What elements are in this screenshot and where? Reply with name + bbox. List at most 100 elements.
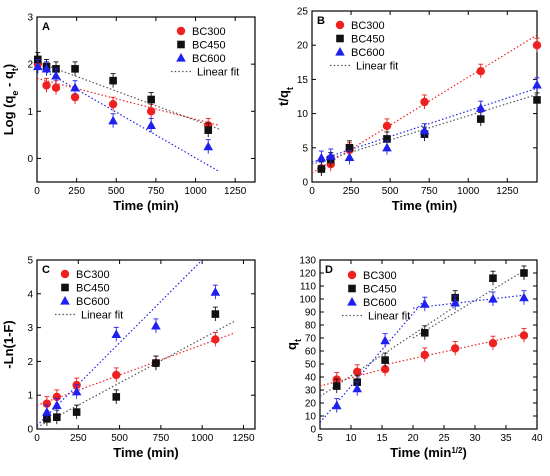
linear-fit-line <box>37 65 220 173</box>
y-tick-label: 110 <box>300 282 316 293</box>
data-point <box>211 335 220 344</box>
data-point <box>519 331 529 340</box>
y-tick-label: 50 <box>305 360 317 371</box>
x-tick-label: 0 <box>34 186 40 197</box>
panel-c: 0 250 500 750 1000 1250 0 1 2 3 4 5 Time (min) -Ln(1-… <box>1 256 256 460</box>
data-point <box>488 294 498 303</box>
data-point <box>53 413 61 421</box>
series-bc300 <box>42 331 220 411</box>
series-bc450 <box>317 92 541 177</box>
data-point <box>532 41 542 50</box>
y-tick-label: 20 <box>305 399 317 410</box>
data-point <box>325 151 336 160</box>
label-text: - q <box>1 71 16 91</box>
x-tick-label: 500 <box>111 433 128 444</box>
y-axis-title: qt <box>284 339 303 350</box>
data-point <box>450 344 460 353</box>
y-tick-label: 0 <box>27 425 33 436</box>
data-point <box>146 120 156 130</box>
x-tick-label: 250 <box>343 186 360 197</box>
fit-lines <box>320 269 525 423</box>
data-point <box>382 121 392 131</box>
y-tick-label: 70 <box>305 334 317 345</box>
panel-d: 5 10 15 20 25 30 35 400102030405060708090100110… <box>284 256 543 461</box>
data-point <box>147 95 155 104</box>
label-text: Time (min <box>390 445 451 460</box>
legend-label: BC450 <box>363 284 397 296</box>
data-point <box>419 125 430 135</box>
legend-label: Linear fit <box>197 67 239 79</box>
legend-marker <box>335 20 345 30</box>
x-tick-label: 25 <box>438 433 450 444</box>
x-tick-label: 250 <box>68 186 85 197</box>
data-point <box>317 165 326 173</box>
legend-marker <box>348 284 356 293</box>
y-tick-label: 130 <box>299 256 316 267</box>
data-point <box>476 66 485 76</box>
data-point <box>151 320 161 330</box>
data-point <box>520 269 528 277</box>
data-point <box>41 63 52 73</box>
linear-fit-line <box>312 93 537 165</box>
data-point <box>42 399 52 408</box>
data-point <box>109 76 117 85</box>
label-text: Time (min) <box>392 198 458 213</box>
fit-lines <box>37 61 220 173</box>
data-point <box>380 335 390 345</box>
linear-fit-line <box>320 298 426 423</box>
linear-fit-line <box>412 294 525 309</box>
data-point <box>72 408 81 416</box>
linear-fit-line <box>37 320 236 428</box>
x-tick-label: 500 <box>382 186 399 197</box>
label-text: Log (q <box>1 96 16 136</box>
data-point <box>316 153 327 162</box>
y-tick-label: 60 <box>305 347 317 358</box>
y-tick-label: 5 <box>302 143 308 154</box>
series-bc450 <box>43 306 220 426</box>
data-point <box>353 367 362 376</box>
label-text: Time (min) <box>113 445 179 460</box>
data-point <box>532 79 542 89</box>
data-point <box>111 329 122 338</box>
data-point <box>52 400 62 409</box>
data-point <box>380 365 390 374</box>
x-tick-label: 1000 <box>191 433 214 444</box>
series-bc300 <box>33 56 213 133</box>
fit-lines <box>37 260 236 428</box>
y-tick-label: 10 <box>305 412 317 423</box>
legend-label: BC600 <box>192 53 226 65</box>
y-tick-label: 4 <box>27 289 33 300</box>
panel-letter: C <box>42 264 50 276</box>
x-axis-title: Time (min) <box>113 198 179 213</box>
data-point <box>345 144 354 152</box>
legend-marker <box>335 47 345 56</box>
series-bc450 <box>33 51 213 138</box>
y-tick-label: 3 <box>27 323 33 334</box>
x-tick-label: 30 <box>469 433 481 444</box>
y-tick-label: 10 <box>297 109 309 120</box>
data-point <box>112 393 121 401</box>
x-tick-label: 1000 <box>184 186 207 197</box>
data-point <box>42 407 52 416</box>
y-tick-label: 120 <box>299 269 316 280</box>
linear-fit-line <box>37 77 220 127</box>
x-tick-label: 10 <box>345 433 357 444</box>
linear-fit-line <box>388 333 525 365</box>
legend-label: BC300 <box>363 270 397 282</box>
label-text: t/q <box>276 90 291 106</box>
legend-label: Linear fit <box>81 310 123 322</box>
data-point <box>71 386 82 396</box>
y-tick-label: 80 <box>305 321 317 332</box>
plot-frame <box>36 16 256 183</box>
data-point <box>108 115 118 125</box>
legend-marker <box>176 26 186 36</box>
y-tick-label: 15 <box>297 75 309 86</box>
data-point <box>42 81 51 90</box>
panel-letter: B <box>317 15 325 27</box>
data-point <box>420 329 429 337</box>
legend-label: BC300 <box>76 269 110 281</box>
data-point <box>352 383 362 393</box>
